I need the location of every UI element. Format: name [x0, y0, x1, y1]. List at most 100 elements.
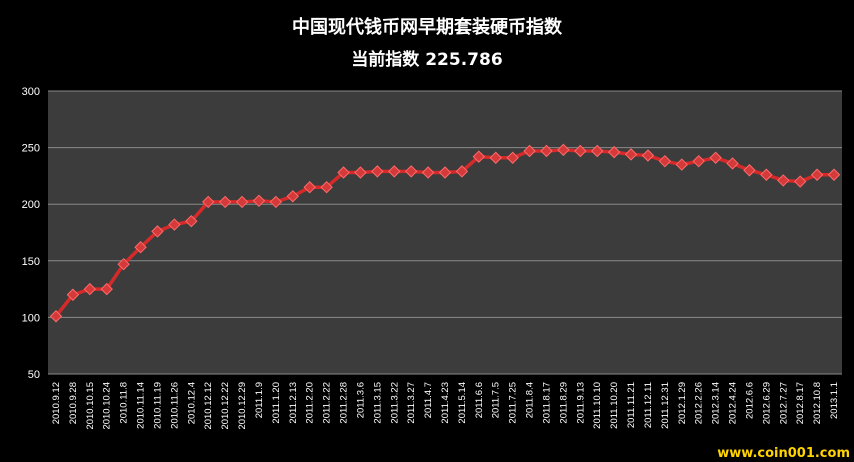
- data-point: [743, 164, 756, 177]
- series-index: [49, 143, 841, 323]
- y-tick-label: 150: [22, 256, 40, 268]
- data-point: [827, 168, 841, 181]
- data-point: [421, 166, 435, 179]
- x-tick-label: 2011.3.22: [389, 382, 400, 424]
- data-point: [692, 154, 705, 168]
- x-tick-label: 2010.9.12: [51, 382, 62, 424]
- x-tick-label: 2011.5.14: [457, 382, 468, 424]
- data-point: [286, 190, 299, 203]
- x-tick-label: 2010.12.29: [237, 382, 248, 430]
- data-point: [709, 151, 722, 164]
- x-tick-label: 2012.4.24: [728, 382, 739, 424]
- x-tick-label: 2011.4.23: [440, 382, 451, 424]
- x-tick-label: 2011.2.28: [339, 382, 350, 424]
- data-point: [777, 174, 790, 187]
- x-tick-label: 2011.8.29: [558, 382, 569, 424]
- data-point: [591, 144, 604, 158]
- x-tick-label: 2010.12.22: [220, 382, 231, 430]
- data-point: [388, 165, 401, 178]
- data-point: [641, 149, 655, 162]
- x-tick-label: 2011.2.20: [305, 382, 316, 424]
- x-tick-label: 2012.7.27: [778, 382, 789, 424]
- y-axis-ticks: 50 100 150 200 250 300: [22, 86, 40, 381]
- x-axis-ticks: 2010.9.12 2010.9.28 2010.10.15 2010.10.24 20…: [51, 382, 840, 430]
- data-point: [168, 218, 181, 231]
- x-tick-label: 2011.8.4: [525, 382, 536, 418]
- data-point: [218, 195, 232, 209]
- grid-lines: [48, 90, 842, 375]
- x-tick-label: 2010.12.12: [203, 382, 214, 430]
- y-tick-label: 200: [22, 199, 40, 211]
- x-tick-label: 2011.3.27: [406, 382, 417, 424]
- x-tick-label: 2010.11.19: [152, 382, 163, 429]
- data-point: [675, 158, 688, 171]
- y-tick-label: 50: [28, 369, 40, 381]
- x-tick-label: 2010.11.26: [169, 382, 180, 429]
- x-tick-label: 2013.1.1: [829, 382, 840, 419]
- x-tick-label: 2011.8.17: [541, 382, 552, 424]
- x-tick-label: 2012.10.8: [812, 382, 823, 424]
- data-point: [506, 151, 519, 164]
- chart-title: 中国现代钱币网早期套装硬币指数: [292, 16, 563, 38]
- data-point: [185, 214, 198, 228]
- data-point: [726, 157, 739, 170]
- data-point: [100, 282, 113, 296]
- data-point: [117, 257, 130, 271]
- data-point: [134, 241, 147, 254]
- x-tick-label: 2011.7.25: [508, 382, 519, 424]
- data-point: [810, 168, 824, 181]
- x-tick-label: 2012.8.17: [795, 382, 806, 424]
- data-point: [472, 150, 486, 163]
- x-tick-label: 2010.11.8: [119, 382, 130, 424]
- data-point: [540, 144, 553, 158]
- x-tick-label: 2012.2.26: [694, 382, 705, 424]
- data-point: [404, 165, 418, 178]
- x-tick-label: 2010.11.14: [136, 382, 147, 429]
- x-tick-label: 2011.2.13: [288, 382, 299, 424]
- data-point: [83, 282, 97, 296]
- data-point: [252, 194, 266, 208]
- data-point: [557, 143, 570, 157]
- data-point: [760, 168, 773, 181]
- y-tick-label: 250: [22, 143, 40, 155]
- x-tick-label: 2010.9.28: [68, 382, 79, 424]
- data-point: [438, 166, 452, 179]
- data-point: [658, 154, 672, 168]
- y-tick-label: 100: [22, 312, 40, 324]
- x-tick-label: 2012.1.29: [677, 382, 688, 424]
- x-tick-label: 2011.9.13: [575, 382, 586, 424]
- data-point: [523, 144, 536, 158]
- x-tick-label: 2011.1.20: [271, 382, 282, 424]
- data-point: [66, 288, 80, 301]
- x-tick-label: 2010.10.24: [102, 382, 113, 430]
- x-tick-label: 2011.1.9: [254, 382, 265, 418]
- data-point: [269, 195, 283, 209]
- x-tick-label: 2011.4.7: [423, 382, 434, 418]
- data-point: [354, 166, 367, 179]
- watermark: www.coin001.com: [717, 446, 850, 461]
- x-tick-label: 2011.10.20: [609, 382, 620, 429]
- data-point: [793, 175, 807, 188]
- x-tick-label: 2011.10.10: [592, 382, 603, 429]
- x-tick-label: 2010.10.15: [85, 382, 96, 430]
- data-point: [49, 310, 63, 323]
- x-tick-label: 2011.12.31: [660, 382, 671, 429]
- data-point: [337, 166, 350, 179]
- x-tick-label: 2012.6.6: [744, 382, 755, 419]
- data-point: [624, 148, 638, 161]
- x-tick-label: 2011.3.6: [355, 382, 366, 418]
- x-tick-label: 2012.3.14: [711, 382, 722, 424]
- data-point: [489, 151, 502, 164]
- x-tick-label: 2011.11.21: [626, 382, 637, 428]
- x-tick-label: 2012.6.29: [761, 382, 772, 424]
- x-tick-label: 2011.7.5: [491, 382, 502, 418]
- data-point: [607, 145, 621, 159]
- data-point: [455, 165, 469, 178]
- data-point: [303, 181, 316, 194]
- chart-subtitle: 当前指数 225.786: [351, 49, 502, 70]
- data-point: [574, 144, 587, 158]
- x-tick-label: 2011.12.11: [643, 382, 654, 428]
- data-point: [202, 195, 215, 209]
- data-point: [371, 165, 384, 178]
